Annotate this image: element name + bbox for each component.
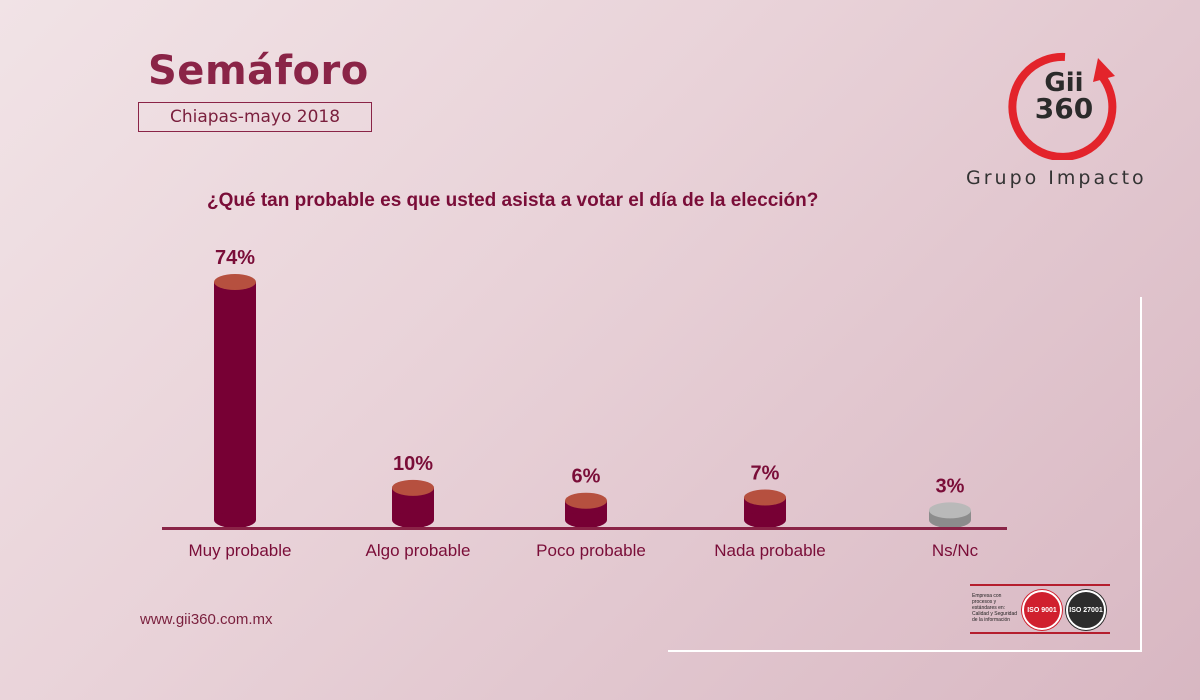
iso-bottom-rule — [970, 632, 1110, 634]
logo-line-1: Gii — [1044, 68, 1084, 98]
value-label: 10% — [393, 453, 433, 475]
iso-certifications: Empresa con procesos y estándares en: Ca… — [970, 584, 1110, 634]
bar-4 — [929, 502, 971, 528]
bar-top — [744, 489, 786, 506]
bar-base — [565, 512, 607, 528]
bar-1 — [392, 479, 434, 528]
bar-base — [392, 512, 434, 528]
category-label: Ns/Nc — [932, 541, 979, 560]
value-label: 6% — [572, 466, 601, 488]
website-url: www.gii360.com.mx — [140, 611, 273, 628]
iso-27001-seal: ISO 27001 — [1066, 590, 1106, 630]
logo: Gii 360 — [1019, 68, 1109, 125]
category-label: Algo probable — [366, 541, 471, 560]
category-label: Poco probable — [536, 541, 646, 560]
x-axis-line — [162, 527, 1007, 530]
bar-body — [214, 282, 256, 520]
frame-line-horizontal — [668, 650, 1142, 652]
page-title: Semáforo — [148, 48, 369, 94]
bar-base — [744, 512, 786, 528]
bar-base — [214, 512, 256, 528]
value-label: 74% — [215, 247, 255, 269]
value-label: 7% — [751, 462, 780, 484]
category-label: Nada probable — [714, 541, 826, 560]
bar-3 — [744, 489, 786, 528]
bar-top — [214, 274, 256, 290]
iso-top-rule — [970, 584, 1110, 586]
logo-ring-icon — [1008, 52, 1117, 160]
subtitle-text: Chiapas-mayo 2018 — [169, 107, 341, 127]
category-label: Muy probable — [188, 541, 291, 560]
iso-note: Empresa con procesos y estándares en: Ca… — [972, 593, 1018, 623]
iso-27001-label: ISO 27001 — [1069, 606, 1103, 614]
bar-top — [392, 479, 434, 496]
bar-2 — [565, 492, 607, 528]
subtitle-box: Chiapas-mayo 2018 — [138, 102, 372, 132]
bar-top — [565, 492, 607, 509]
bar-0 — [214, 274, 256, 528]
brand-name: Grupo Impacto — [966, 167, 1147, 189]
logo-line-2: 360 — [1034, 92, 1094, 125]
chart-title: ¿Qué tan probable es que usted asista a … — [207, 190, 819, 211]
frame-line-vertical — [1140, 297, 1142, 652]
bar-top — [929, 502, 971, 519]
value-label: 3% — [936, 475, 965, 497]
iso-9001-seal: ISO 9001 — [1022, 590, 1062, 630]
iso-9001-label: ISO 9001 — [1027, 606, 1057, 614]
